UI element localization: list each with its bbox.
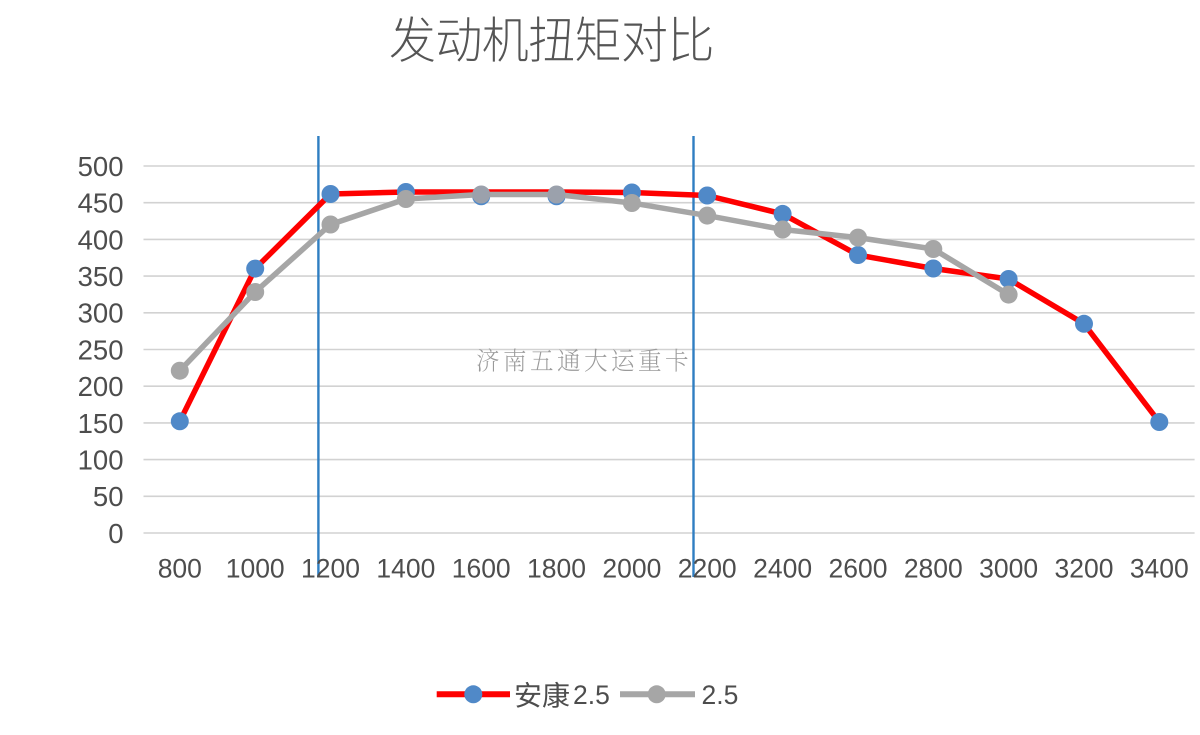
svg-text:300: 300 (78, 298, 124, 329)
svg-text:3400: 3400 (1130, 554, 1189, 584)
svg-text:1600: 1600 (452, 554, 511, 584)
svg-text:450: 450 (78, 188, 124, 219)
svg-text:150: 150 (78, 408, 124, 439)
svg-text:250: 250 (78, 334, 124, 365)
svg-text:100: 100 (78, 445, 124, 476)
svg-text:2400: 2400 (753, 554, 812, 584)
svg-text:1400: 1400 (376, 554, 435, 584)
svg-text:2600: 2600 (829, 554, 888, 584)
svg-text:2.5: 2.5 (573, 680, 610, 710)
svg-text:2.5: 2.5 (702, 680, 739, 710)
svg-text:1200: 1200 (301, 554, 360, 584)
svg-text:2800: 2800 (904, 554, 963, 584)
svg-text:200: 200 (78, 371, 124, 402)
svg-text:50: 50 (93, 481, 124, 512)
svg-text:500: 500 (78, 151, 124, 182)
svg-text:1000: 1000 (226, 554, 285, 584)
svg-text:350: 350 (78, 261, 124, 292)
svg-text:0: 0 (108, 518, 123, 549)
svg-text:2200: 2200 (678, 554, 737, 584)
svg-text:400: 400 (78, 224, 124, 255)
svg-text:800: 800 (158, 554, 202, 584)
svg-text:3000: 3000 (979, 554, 1038, 584)
svg-text:3200: 3200 (1055, 554, 1114, 584)
svg-text:1800: 1800 (527, 554, 586, 584)
svg-text:2000: 2000 (602, 554, 661, 584)
